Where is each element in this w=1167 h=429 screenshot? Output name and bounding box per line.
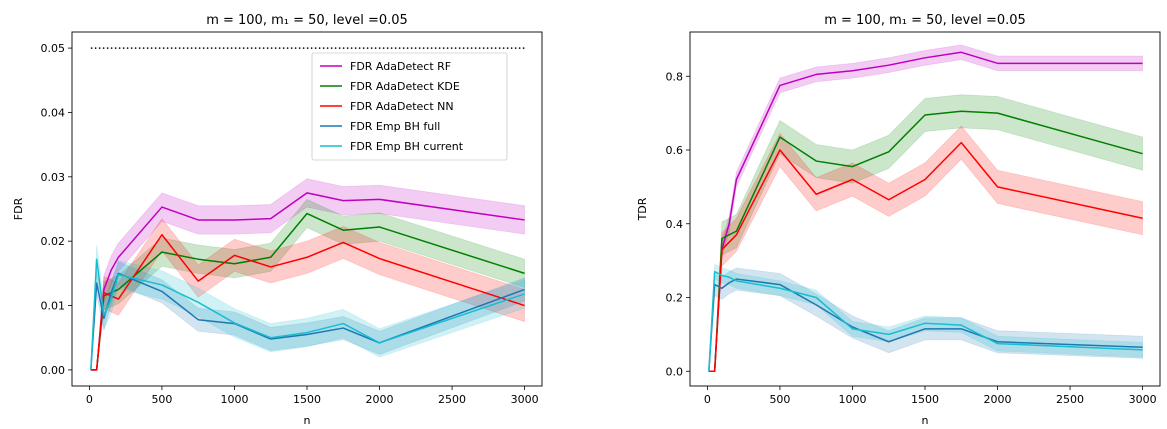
y-tick-label: 0.02	[41, 235, 66, 248]
fdr-chart: m = 100, m₁ = 50, level =0.05 0 500 1000 15…	[12, 13, 543, 427]
x-axis-ticks: 0 500 1000 1500 2000 2500 3000	[704, 386, 1157, 406]
y-tick-label: 0.8	[666, 70, 684, 83]
legend-label: FDR Emp BH current	[350, 140, 464, 153]
y-axis-ticks: 0.0 0.2 0.4 0.6 0.8	[666, 70, 690, 378]
plot-frame	[689, 31, 1161, 387]
line-fdr-emp-bh-current	[90, 258, 525, 370]
y-tick-label: 0.2	[666, 292, 684, 305]
y-tick-label: 0.4	[666, 218, 684, 231]
y-tick-label: 0.6	[666, 144, 684, 157]
series-lines	[708, 51, 1143, 372]
x-tick-label: 2000	[366, 393, 394, 406]
y-tick-label: 0.03	[41, 171, 66, 184]
y-axis-label: FDR	[12, 197, 25, 220]
x-tick-label: 0	[704, 393, 711, 406]
legend-label: FDR AdaDetect KDE	[350, 80, 460, 93]
y-tick-label: 0.0	[666, 365, 684, 378]
chart-title: m = 100, m₁ = 50, level =0.05	[824, 13, 1026, 28]
legend: FDR AdaDetect RF FDR AdaDetect KDE FDR Ada…	[311, 52, 508, 161]
y-tick-label: 0.01	[41, 300, 66, 313]
x-tick-label: 3000	[1129, 393, 1157, 406]
plot-frame	[71, 31, 543, 387]
y-axis-label: TDR	[636, 197, 649, 221]
y-tick-label: 0.00	[41, 364, 66, 377]
x-tick-label: 500	[769, 393, 790, 406]
y-tick-label: 0.04	[41, 106, 66, 119]
line-tdr-emp-bh-current	[708, 270, 1143, 372]
confidence-bands	[708, 44, 1143, 372]
line-tdr-emp-bh-full	[708, 278, 1143, 372]
line-tdr-adadetect-kde	[708, 110, 1143, 372]
legend-items: FDR AdaDetect RF FDR AdaDetect KDE FDR Ada…	[320, 60, 464, 153]
x-tick-label: 1500	[293, 393, 321, 406]
line-fdr-emp-bh-full	[90, 272, 525, 370]
x-tick-label: 1000	[220, 393, 248, 406]
legend-label: FDR AdaDetect NN	[350, 100, 454, 113]
x-axis-label: n	[304, 414, 311, 427]
y-tick-label: 0.05	[41, 42, 66, 55]
x-tick-label: 2500	[1056, 393, 1084, 406]
line-fdr-adadetect-nn	[90, 234, 525, 371]
x-tick-label: 500	[151, 393, 172, 406]
confidence-bands	[90, 178, 525, 371]
legend-box	[311, 52, 508, 161]
y-axis-ticks: 0.00 0.01 0.02 0.03 0.04 0.05	[41, 42, 72, 377]
line-tdr-adadetect-nn	[708, 141, 1143, 372]
line-fdr-adadetect-rf	[90, 192, 525, 371]
x-axis-ticks: 0 500 1000 1500 2000 2500 3000	[86, 386, 539, 406]
legend-label: FDR Emp BH full	[350, 120, 440, 133]
x-axis-label: n	[922, 414, 929, 427]
x-tick-label: 0	[86, 393, 93, 406]
chart-title: m = 100, m₁ = 50, level =0.05	[206, 13, 408, 28]
series-lines	[90, 192, 525, 371]
x-tick-label: 2500	[438, 393, 466, 406]
tdr-chart: m = 100, m₁ = 50, level =0.05 0 500 1000 15…	[636, 13, 1161, 427]
x-tick-label: 3000	[511, 393, 539, 406]
x-tick-label: 2000	[984, 393, 1012, 406]
legend-label: FDR AdaDetect RF	[350, 60, 451, 73]
x-tick-label: 1000	[838, 393, 866, 406]
x-tick-label: 1500	[911, 393, 939, 406]
